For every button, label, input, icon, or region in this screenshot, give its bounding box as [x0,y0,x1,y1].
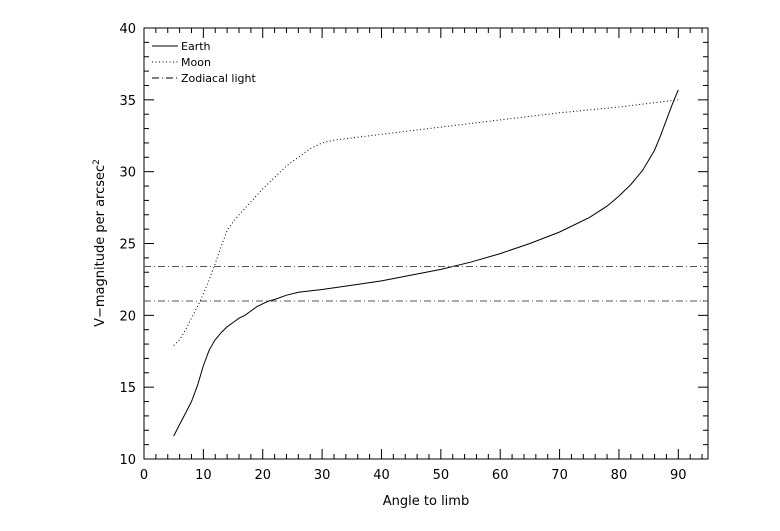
legend-label-earth: Earth [181,40,211,53]
y-axis-title: V−magnitude per arcsec2 [92,159,108,327]
legend: Earth Moon Zodiacal light [152,40,256,85]
x-tick-labels: 0 10 20 30 40 50 60 70 80 90 [140,468,687,483]
legend-label-zodiacal-light: Zodiacal light [181,72,256,85]
y-tick-label: 15 [119,381,136,396]
y-tick-label: 25 [119,238,136,253]
y-tick-label: 10 [119,453,136,468]
y-tick-label: 20 [119,309,136,324]
series-line-moon [173,99,679,346]
y-axis-title-superscript: 2 [92,159,102,165]
axis-ticks [143,27,708,460]
x-tick-label: 70 [551,468,568,483]
series-line-earth [173,89,679,437]
y-tick-label: 30 [119,166,136,181]
x-tick-label: 40 [373,468,390,483]
x-tick-label: 10 [195,468,212,483]
y-tick-label: 35 [119,94,136,109]
x-tick-label: 0 [140,468,148,483]
x-tick-label: 60 [492,468,509,483]
x-tick-label: 90 [670,468,687,483]
y-tick-label: 40 [119,22,136,37]
x-tick-label: 50 [433,468,450,483]
x-tick-label: 30 [314,468,331,483]
x-tick-label: 20 [254,468,271,483]
y-tick-labels: 10 15 20 25 30 35 40 [119,22,136,468]
series-layer [144,89,708,437]
x-tick-label: 80 [611,468,628,483]
legend-label-moon: Moon [181,56,211,69]
y-axis-title-main: V−magnitude per arcsec [93,165,108,327]
plot-frame [143,27,709,460]
x-axis-title: Angle to limb [383,494,469,509]
